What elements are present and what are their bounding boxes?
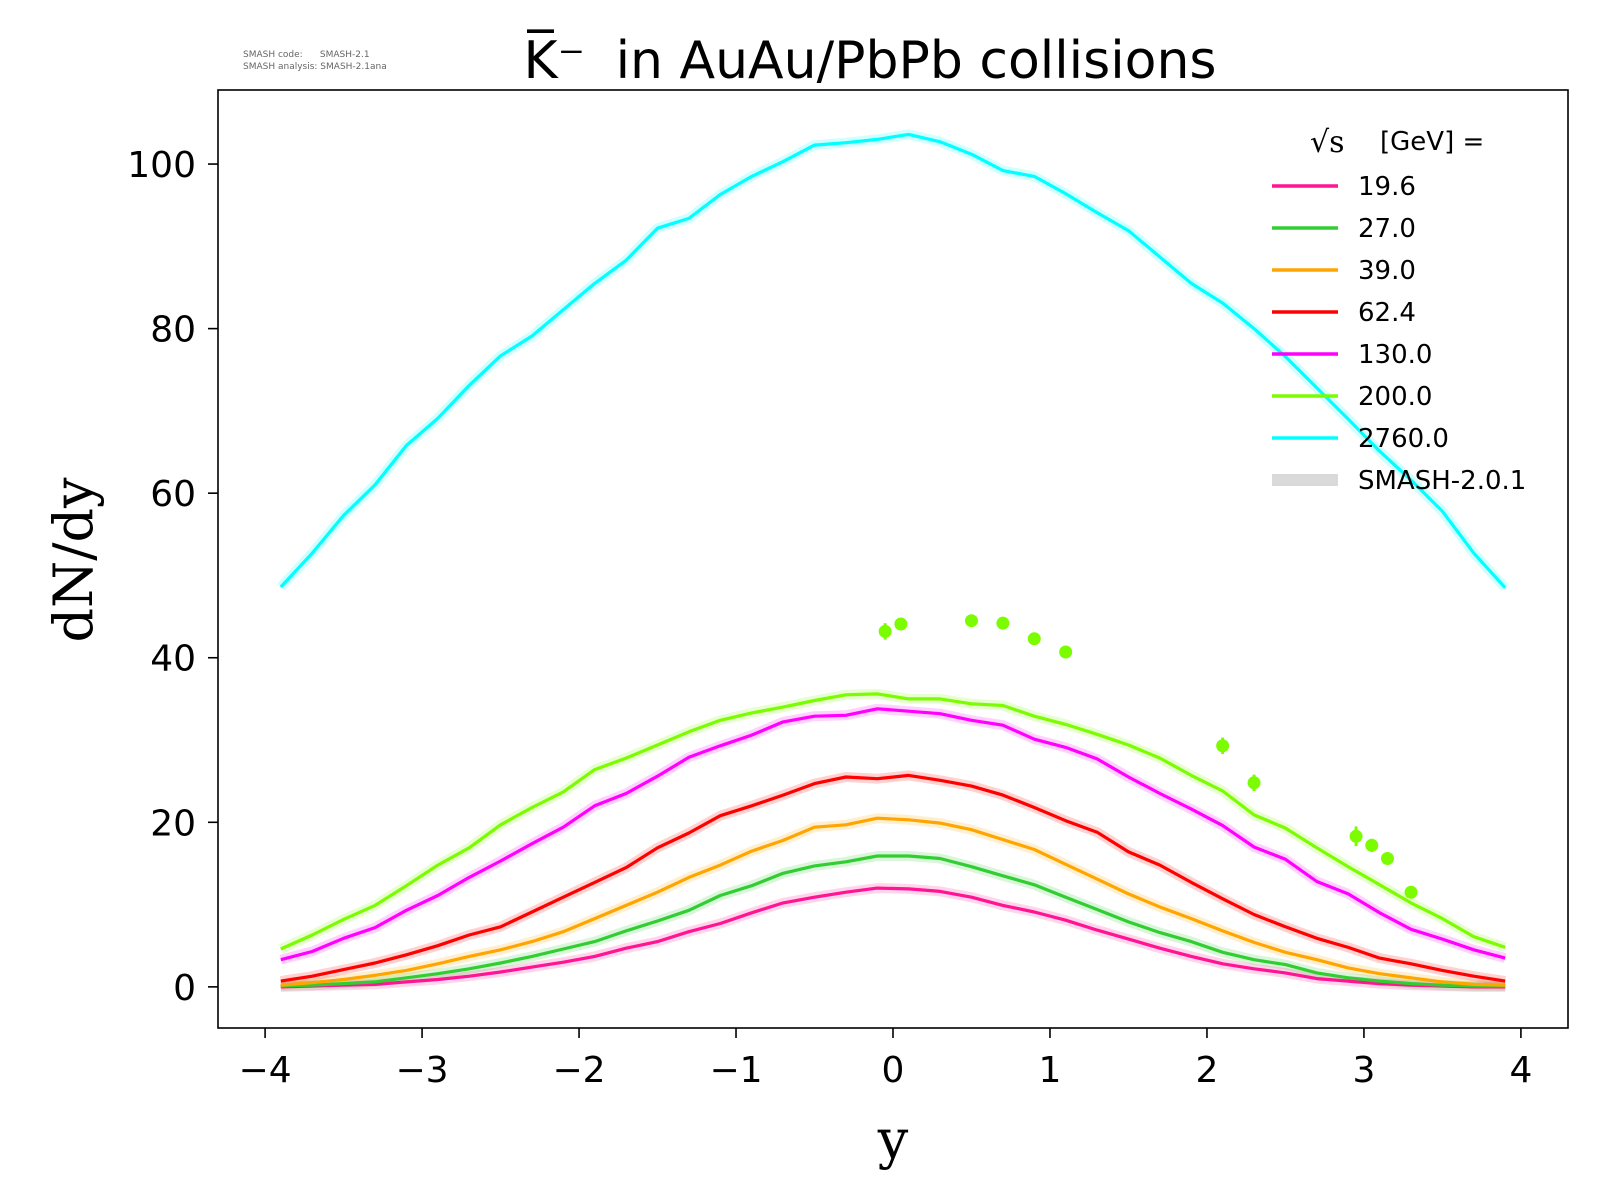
y-tick-label: 60 [150,474,196,515]
series-line-27.0 [280,854,1506,988]
y-tick-label: 100 [127,145,196,186]
legend-label: 27.0 [1358,214,1416,244]
legend-label: 39.0 [1358,256,1416,286]
x-tick-label: 3 [1352,1050,1375,1091]
x-axis-label: y [877,1108,909,1171]
legend-label: 19.6 [1358,172,1416,202]
series-line-2760.0 [279,132,1507,589]
x-tick-label: −2 [553,1050,606,1091]
chart-title-symbol: K̅⁻ [524,29,586,91]
x-tick-label: 1 [1039,1050,1062,1091]
measurement-point [1365,838,1379,852]
measurement-point [964,614,978,628]
legend-label-band: SMASH-2.0.1 [1358,466,1526,496]
series-line-200.0 [280,692,1506,951]
chart-title-text: in AuAu/PbPb collisions [616,31,1217,91]
measurement-point [1027,632,1041,646]
x-axis-ticks: −4 −3 −2 −1 0 1 2 3 4 [239,1028,1532,1091]
y-tick-label: 80 [150,310,196,351]
smash-analysis-label: SMASH analysis: SMASH-2.1ana [243,62,387,72]
legend: √s [GeV] = 19.6 27.0 39.0 62.4 130.0 200.0 276… [1272,125,1526,496]
chart-title: K̅⁻ in AuAu/PbPb collisions [524,29,1217,91]
x-tick-label: 0 [882,1050,905,1091]
y-axis-ticks: 0 20 40 60 80 100 [127,145,218,1009]
measurement-point [996,616,1010,630]
measurement-point [894,617,908,631]
x-tick-label: −3 [396,1050,449,1091]
legend-title-sqrt: √s [1310,125,1345,160]
legend-title-unit: [GeV] = [1380,127,1484,157]
series-line-62.4 [280,773,1506,983]
legend-label: 130.0 [1358,340,1432,370]
measurement-point [1247,776,1261,790]
series-line-19.6 [280,886,1506,989]
x-tick-label: −1 [709,1050,762,1091]
y-tick-label: 40 [150,639,196,680]
x-tick-label: 2 [1196,1050,1219,1091]
y-tick-label: 0 [173,968,196,1009]
legend-label: 200.0 [1358,382,1432,412]
measurement-point [1404,885,1418,899]
measurement-point [1380,852,1394,866]
legend-label: 2760.0 [1358,424,1449,454]
plot-area [217,89,1569,1029]
data-series [279,132,1507,989]
y-axis-label: dN/dy [42,477,105,643]
smash-code-label: SMASH code: SMASH-2.1 [243,50,370,60]
measurement-points [878,614,1418,899]
series-line-130.0 [280,707,1506,962]
measurement-point [1059,645,1073,659]
measurement-point [1349,829,1363,843]
x-tick-label: −4 [239,1050,292,1091]
measurement-point [878,624,892,638]
series-line-39.0 [280,816,1506,987]
y-tick-label: 20 [150,803,196,844]
measurement-point [1216,739,1230,753]
x-tick-label: 4 [1509,1050,1532,1091]
legend-label: 62.4 [1358,298,1416,328]
